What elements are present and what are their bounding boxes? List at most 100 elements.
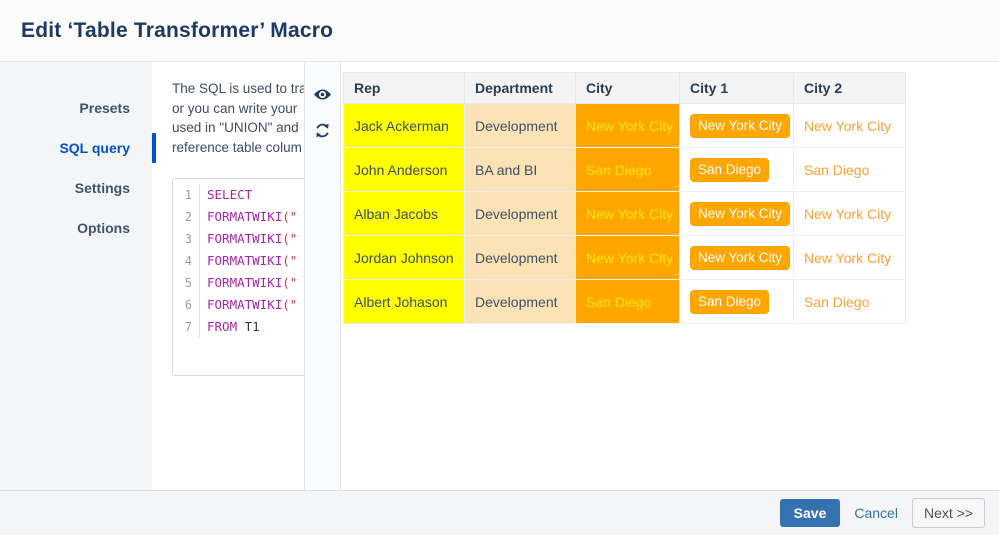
preview-toolbar <box>305 62 341 490</box>
code-token: (" <box>282 209 298 224</box>
sql-description-line: used in "UNION" and <box>172 120 299 135</box>
city-cell: New York City <box>575 191 680 236</box>
code-line: 3 FORMATWIKI(" <box>173 228 304 250</box>
code-token: (" <box>282 275 298 290</box>
column-header-city-1: City 1 <box>679 72 794 104</box>
code-token: FORMATWIKI <box>207 231 283 246</box>
sql-description-line: or you can write your <box>172 100 298 116</box>
city-cell: New York City <box>575 103 680 148</box>
code-token: FORMATWIKI <box>207 253 283 268</box>
city-badge: New York City <box>690 245 791 270</box>
city2-cell: San Diego <box>793 147 906 192</box>
line-number: 4 <box>173 250 200 272</box>
sql-query-panel: The SQL is used to tra or you can write y… <box>152 62 305 490</box>
table-row: John Anderson BA and BI San Diego San Diego… <box>343 147 906 192</box>
code-text: FORMATWIKI(" <box>200 250 297 272</box>
sidebar-item-presets[interactable]: Presets <box>79 100 130 116</box>
rep-cell: Jack Ackerman <box>343 103 465 148</box>
next-button[interactable]: Next >> <box>911 498 985 528</box>
column-header-city: City <box>575 72 680 104</box>
dialog-title: Edit ‘Table Transformer’ Macro <box>21 18 334 42</box>
dialog-footer: Save Cancel Next >> <box>0 490 999 535</box>
refresh-preview-button[interactable] <box>311 120 335 144</box>
line-number: 2 <box>173 206 200 228</box>
code-token: SELECT <box>207 187 253 202</box>
code-line: 5 FORMATWIKI(" <box>173 272 304 294</box>
column-header-rep: Rep <box>343 72 465 104</box>
sql-code-editor[interactable]: 1 SELECT 2 FORMATWIKI(" 3 FORMATWIKI(" 4 FORMAT… <box>172 178 304 376</box>
code-text: FROM T1 <box>200 316 260 338</box>
department-cell: Development <box>464 235 576 280</box>
sidebar-item-settings[interactable]: Settings <box>74 180 130 196</box>
sidebar-item-options[interactable]: Options <box>77 220 130 236</box>
code-token: (" <box>282 297 298 312</box>
rep-cell: Albert Johason <box>343 279 465 324</box>
save-button[interactable]: Save <box>779 499 841 527</box>
preview-panel: Rep Department City City 1 City 2 Jack Acker… <box>341 62 999 490</box>
sql-description-line: The SQL is used to tra <box>172 81 305 96</box>
code-line: 4 FORMATWIKI(" <box>173 250 304 272</box>
line-number: 7 <box>173 316 200 338</box>
city2-cell: San Diego <box>793 279 906 324</box>
code-line: 7 FROM T1 <box>173 316 304 338</box>
table-row: Jack Ackerman Development New York City New… <box>343 103 906 148</box>
city1-cell: New York City <box>679 235 794 280</box>
rep-cell: John Anderson <box>343 147 465 192</box>
code-line: 6 FORMATWIKI(" <box>173 294 304 316</box>
department-cell: BA and BI <box>464 147 576 192</box>
code-token: FROM <box>207 319 238 334</box>
code-line: 1 SELECT <box>173 184 304 206</box>
line-number: 5 <box>173 272 200 294</box>
city1-cell: San Diego <box>679 279 794 324</box>
tab-sidebar: Presets SQL query Settings Options <box>0 62 152 490</box>
code-token: FORMATWIKI <box>207 275 283 290</box>
preview-table: Rep Department City City 1 City 2 Jack Acker… <box>343 72 906 324</box>
cancel-link[interactable]: Cancel <box>854 505 898 521</box>
sql-description: The SQL is used to tra or you can write y… <box>172 79 305 157</box>
city2-cell: New York City <box>793 235 906 280</box>
department-cell: Development <box>464 279 576 324</box>
city-badge: San Diego <box>690 289 770 314</box>
rep-cell: Alban Jacobs <box>343 191 465 236</box>
code-text: FORMATWIKI(" <box>200 206 297 228</box>
preview-toggle-button[interactable] <box>311 84 335 108</box>
code-line: 2 FORMATWIKI(" <box>173 206 304 228</box>
city1-cell: New York City <box>679 191 794 236</box>
code-token: FORMATWIKI <box>207 209 283 224</box>
city2-cell: New York City <box>793 191 906 236</box>
line-number: 6 <box>173 294 200 316</box>
refresh-icon <box>314 122 331 142</box>
column-header-department: Department <box>464 72 576 104</box>
city1-cell: New York City <box>679 103 794 148</box>
table-row: Albert Johason Development San Diego San Di… <box>343 279 906 324</box>
header-row: Rep Department City City 1 City 2 <box>343 72 906 104</box>
code-token: T1 <box>237 319 260 334</box>
city2-cell: New York City <box>793 103 906 148</box>
city-cell: San Diego <box>575 279 680 324</box>
code-token: FORMATWIKI <box>207 297 283 312</box>
rep-cell: Jordan Johnson <box>343 235 465 280</box>
line-number: 3 <box>173 228 200 250</box>
sidebar-item-sql-query[interactable]: SQL query <box>0 128 152 168</box>
city-badge: New York City <box>690 113 791 138</box>
department-cell: Development <box>464 191 576 236</box>
dialog-header: Edit ‘Table Transformer’ Macro <box>0 0 999 62</box>
city-cell: New York City <box>575 235 680 280</box>
column-header-city-2: City 2 <box>793 72 906 104</box>
city-badge: San Diego <box>690 157 770 182</box>
sql-description-line: reference table colum <box>172 139 302 155</box>
city1-cell: San Diego <box>679 147 794 192</box>
code-token: (" <box>282 253 298 268</box>
code-text: FORMATWIKI(" <box>200 294 297 316</box>
line-number: 1 <box>173 184 200 206</box>
code-token: (" <box>282 231 298 246</box>
department-cell: Development <box>464 103 576 148</box>
code-text: FORMATWIKI(" <box>200 272 297 294</box>
code-text: FORMATWIKI(" <box>200 228 297 250</box>
eye-icon <box>313 88 332 104</box>
table-row: Alban Jacobs Development New York City New … <box>343 191 906 236</box>
code-text: SELECT <box>200 184 252 206</box>
table-row: Jordan Johnson Development New York City Ne… <box>343 235 906 280</box>
city-badge: New York City <box>690 201 791 226</box>
